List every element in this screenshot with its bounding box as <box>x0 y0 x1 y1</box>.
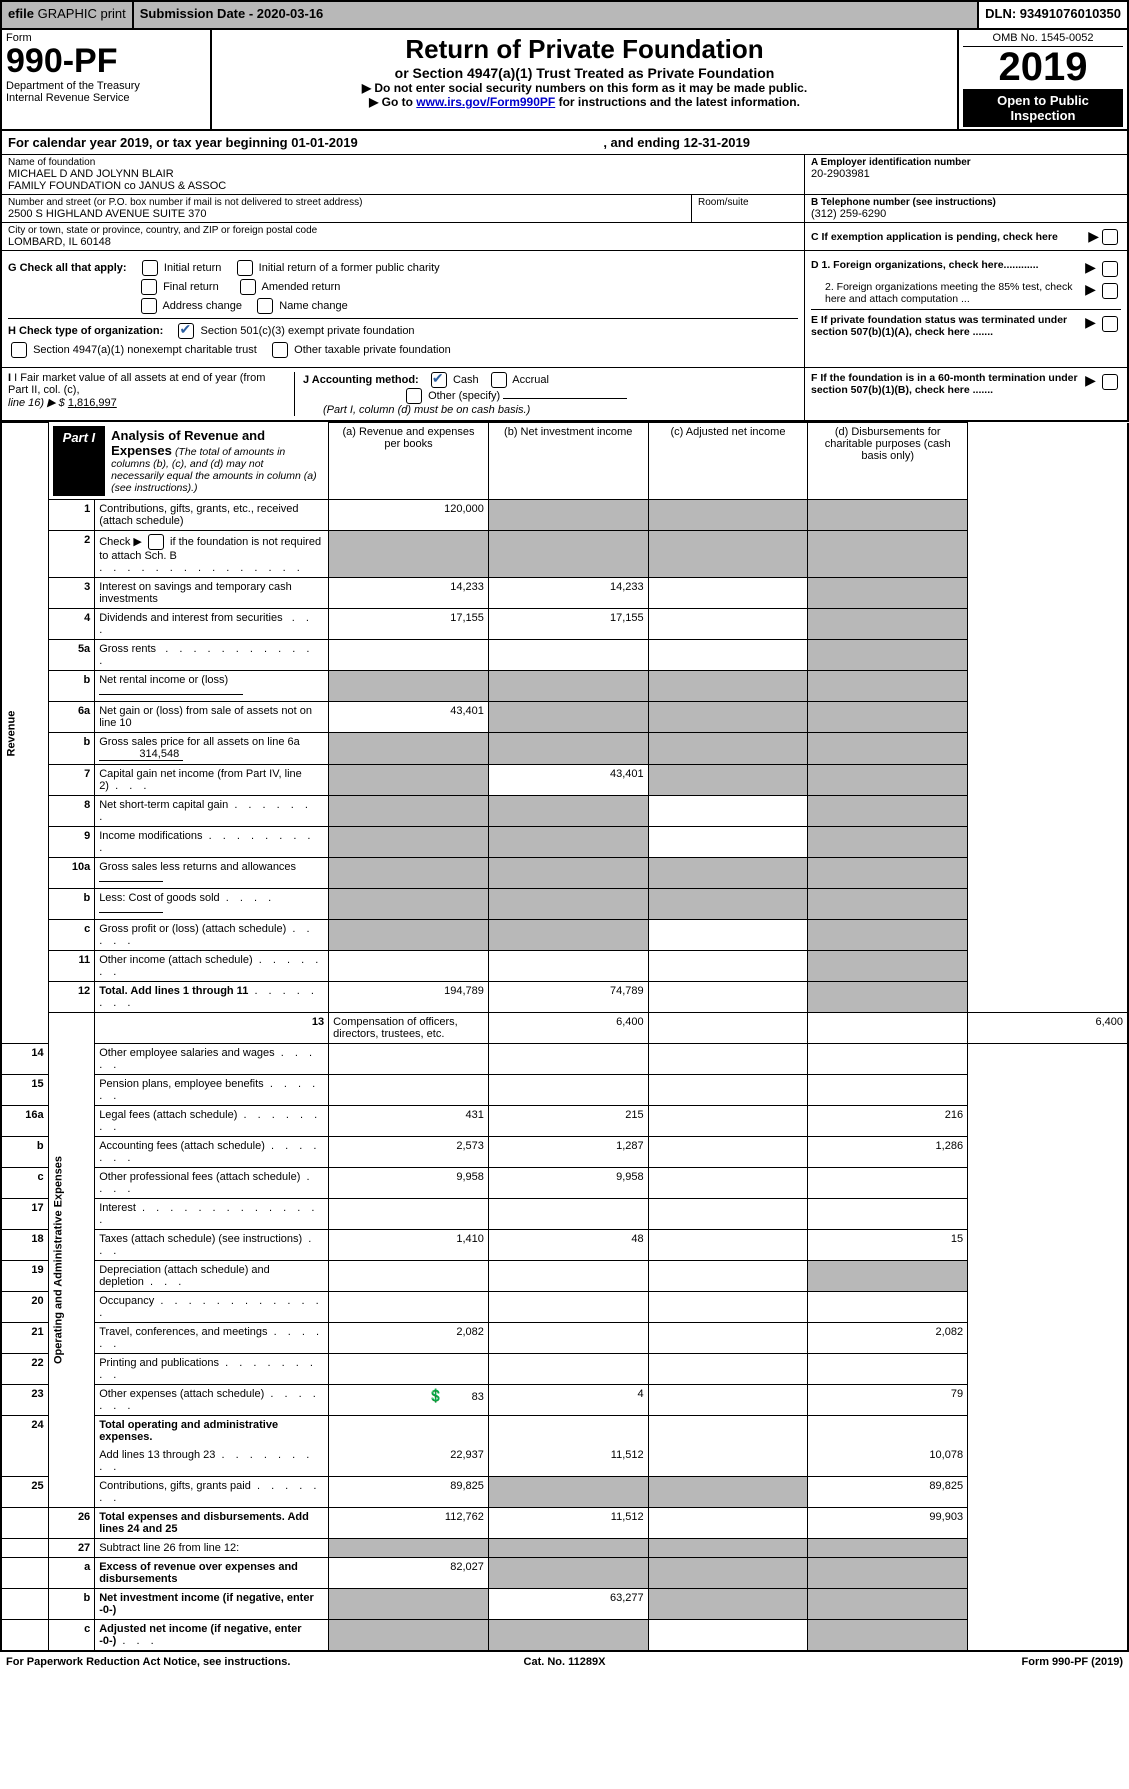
note-2: ▶ Go to www.irs.gov/Form990PF for instru… <box>220 95 949 109</box>
part-label: Part I <box>53 426 106 496</box>
cb-initial[interactable] <box>142 260 158 276</box>
cb-other-method[interactable] <box>406 388 422 404</box>
submission-date: Submission Date - 2020-03-16 <box>134 2 979 28</box>
foundation-name: MICHAEL D AND JOLYNN BLAIR FAMILY FOUNDA… <box>8 168 798 192</box>
ein: 20-2903981 <box>811 168 1121 180</box>
i-j-f-row: I I Fair market value of all assets at e… <box>0 367 1129 422</box>
cb-name-change[interactable] <box>257 298 273 314</box>
ein-label: A Employer identification number <box>811 157 1121 168</box>
opex-label: Operating and Administrative Expenses <box>48 1012 95 1507</box>
footer: For Paperwork Reduction Act Notice, see … <box>0 1652 1129 1672</box>
i-value: 1,816,997 <box>68 397 117 409</box>
j-note: (Part I, column (d) must be on cash basi… <box>303 404 798 416</box>
city: LOMBARD, IL 60148 <box>8 236 798 248</box>
form-number: 990-PF <box>6 44 206 78</box>
arrow-icon: ▶ <box>1088 228 1099 245</box>
c-checkbox[interactable] <box>1102 229 1118 245</box>
efile-label: efile GRAPHIC print <box>2 2 134 28</box>
footer-cat: Cat. No. 11289X <box>378 1656 750 1668</box>
year-end: , and ending 12-31-2019 <box>603 135 1121 150</box>
addr-label: Number and street (or P.O. box number if… <box>8 197 685 208</box>
revenue-label: Revenue <box>1 423 48 1044</box>
e-label: E If private foundation status was termi… <box>811 314 1067 338</box>
cb-e[interactable] <box>1102 316 1118 332</box>
cb-d2[interactable] <box>1102 283 1118 299</box>
attach-icon: 💲 <box>428 1388 444 1403</box>
cb-accrual[interactable] <box>491 372 507 388</box>
dept: Department of the Treasury Internal Reve… <box>6 80 206 104</box>
i-label: I I Fair market value of all assets at e… <box>8 372 288 396</box>
city-c-row: City or town, state or province, country… <box>0 223 1129 251</box>
addr-phone-row: Number and street (or P.O. box number if… <box>0 195 1129 223</box>
cb-addr-change[interactable] <box>141 298 157 314</box>
phone-label: B Telephone number (see instructions) <box>811 197 1121 208</box>
open-public: Open to Public Inspection <box>963 89 1123 127</box>
year-begin: For calendar year 2019, or tax year begi… <box>8 135 603 150</box>
part1-header: Part I Analysis of Revenue and Expenses … <box>48 423 328 500</box>
col-a: (a) Revenue and expenses per books <box>329 423 489 500</box>
calendar-year-row: For calendar year 2019, or tax year begi… <box>0 131 1129 155</box>
phone: (312) 259-6290 <box>811 208 1121 220</box>
d2-label: 2. Foreign organizations meeting the 85%… <box>811 281 1081 305</box>
top-bar: efile GRAPHIC print Submission Date - 20… <box>0 0 1129 30</box>
name-label: Name of foundation <box>8 157 798 168</box>
cb-4947[interactable] <box>11 342 27 358</box>
note-1: ▶ Do not enter social security numbers o… <box>220 81 949 95</box>
cb-final[interactable] <box>141 279 157 295</box>
footer-form: Form 990-PF (2019) <box>751 1656 1123 1668</box>
tax-year: 2019 <box>963 47 1123 87</box>
irs-link[interactable]: www.irs.gov/Form990PF <box>416 95 555 109</box>
c-label: C If exemption application is pending, c… <box>811 231 1088 243</box>
address: 2500 S HIGHLAND AVENUE SUITE 370 <box>8 208 685 220</box>
g-row: G Check all that apply: Initial return I… <box>8 260 798 276</box>
cb-501c3[interactable] <box>178 323 194 339</box>
col-c: (c) Adjusted net income <box>648 423 808 500</box>
f-label: F If the foundation is in a 60-month ter… <box>811 372 1078 396</box>
col-d: (d) Disbursements for charitable purpose… <box>808 423 968 500</box>
form-title: Return of Private Foundation <box>220 34 949 65</box>
city-label: City or town, state or province, country… <box>8 225 798 236</box>
room-label: Room/suite <box>698 197 798 208</box>
cb-amended[interactable] <box>240 279 256 295</box>
cb-initial-former[interactable] <box>237 260 253 276</box>
cb-cash[interactable] <box>431 372 447 388</box>
g-h-row: G Check all that apply: Initial return I… <box>0 251 1129 367</box>
d1-label: D 1. Foreign organizations, check here..… <box>811 259 1039 271</box>
h-row: H Check type of organization: Section 50… <box>8 318 798 339</box>
dln: DLN: 93491076010350 <box>979 2 1127 28</box>
cb-other-taxable[interactable] <box>272 342 288 358</box>
cb-d1[interactable] <box>1102 261 1118 277</box>
col-b: (b) Net investment income <box>488 423 648 500</box>
cb-f[interactable] <box>1102 374 1118 390</box>
form-subtitle: or Section 4947(a)(1) Trust Treated as P… <box>220 65 949 81</box>
name-ein-row: Name of foundation MICHAEL D AND JOLYNN … <box>0 155 1129 195</box>
footer-left: For Paperwork Reduction Act Notice, see … <box>6 1656 378 1668</box>
cb-sch-b[interactable] <box>148 534 164 550</box>
form-header: Form 990-PF Department of the Treasury I… <box>0 30 1129 131</box>
part1-table: Revenue Part I Analysis of Revenue and E… <box>0 422 1129 1652</box>
